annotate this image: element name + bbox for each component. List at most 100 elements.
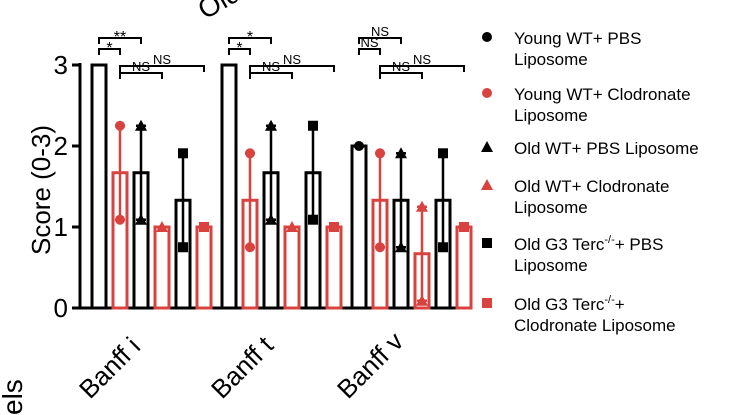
bar-group [455,222,473,310]
legend-label: Old G3 Terc-/-+ Clodronate Liposome [514,294,676,335]
data-point-marker [199,222,209,232]
bar-group [413,200,431,310]
legend-item: Old WT+ Clodronate Liposome [481,177,669,217]
x-axis-labels: Banff i Banff t Banff v [73,326,409,404]
x-tick-label: Banff v [331,326,409,404]
partial-side-label: els [0,379,28,415]
significance-bracket: * [228,40,251,57]
significance-bracket: * [98,40,121,57]
legend-suffix: + [615,295,625,314]
data-point-marker [375,148,385,159]
legend-item: Young WT+ PBS Liposome [482,29,641,69]
significance-bracket: ** [98,29,142,46]
data-point-marker [308,214,318,225]
bracket-line [358,37,402,44]
bar-group [371,148,389,310]
bar [350,144,368,310]
data-point-marker [115,214,125,225]
legend-line: Old WT+ Clodronate [514,177,669,196]
legend-line: Young WT+ PBS [514,29,641,48]
legend-suffix: + PBS [615,235,664,254]
data-point-marker [482,88,492,98]
data-point-marker [115,120,125,131]
bar [195,225,213,310]
significance-bracket: NS [379,52,465,72]
bar-group [325,222,343,310]
data-point-marker [482,298,492,308]
bracket-line [119,72,163,79]
data-point-marker [481,179,493,190]
legend-line: Old G3 Terc [514,235,605,254]
legend-label: Old WT+ PBS Liposome [514,139,699,158]
y-axis-label: Score (0-3) [26,125,56,255]
data-point-marker [135,213,147,225]
bracket-line [358,48,381,55]
bar-group [241,148,259,310]
legend-line: Liposome [514,50,588,69]
legend-line: Old WT+ PBS Liposome [514,139,699,158]
y-tick-label: 0 [54,293,68,323]
bar-group [283,221,301,310]
bar-group [195,222,213,310]
bracket-line [249,65,335,72]
data-point-marker [178,242,188,253]
significance-label: * [106,40,112,57]
bar-group [262,119,280,310]
legend-label: Old G3 Terc-/-+ PBS Liposome [514,234,663,275]
bar-group [90,63,108,310]
significance-label: NS [283,52,301,67]
bar-group [174,148,192,310]
bracket-line [249,72,293,79]
y-tick-label: 3 [54,50,68,80]
bar-group [111,120,129,310]
legend-item: Old WT+ PBS Liposome [481,139,699,158]
data-point-marker [178,148,188,159]
bar-group [220,63,238,310]
data-point-marker [354,141,364,151]
legend-line: Young WT+ Clodronate [514,85,691,104]
significance-bracket: NS [358,24,402,44]
significance-label: NS [153,52,171,67]
data-point-marker [308,120,318,131]
bracket-line [228,37,272,44]
legend-label: Young WT+ Clodronate Liposome [514,85,691,125]
y-tick-label: 2 [54,131,68,161]
bar [325,225,343,310]
significance-label: ** [114,29,126,46]
legend-label: Young WT+ PBS Liposome [514,29,641,69]
legend-line: Old G3 Terc [514,295,605,314]
data-point-marker [245,242,255,253]
data-point-marker [329,222,339,232]
partial-title: Old [193,0,246,25]
data-point-marker [416,200,428,212]
bracket-line [98,37,142,44]
data-point-marker [265,213,277,225]
bar [220,63,238,310]
bracket-line [379,72,423,79]
significance-bracket: * [228,29,272,46]
legend-label: Old WT+ Clodronate Liposome [514,177,669,217]
data-point-marker [482,238,492,248]
bracket-line [379,65,465,72]
data-point-marker [265,119,277,131]
data-point-marker [156,221,168,232]
data-point-marker [395,241,407,253]
data-point-marker [459,222,469,232]
legend-line: Liposome [514,106,588,125]
bar-group [132,119,150,310]
significance-label: * [247,29,253,46]
legend-superscript: -/- [604,294,615,306]
legend-line: Liposome [514,198,588,217]
x-tick-label: Banff i [73,331,146,404]
data-point-marker [416,294,428,306]
data-point-marker [395,147,407,159]
legend-line: Liposome [514,256,588,275]
bar [153,225,171,310]
legend-item: Old G3 Terc-/-+ Clodronate Liposome [482,294,676,335]
bar-group [350,141,368,310]
significance-bracket: NS [249,52,335,72]
legend-item: Old G3 Terc-/-+ PBS Liposome [482,234,663,275]
data-point-marker [481,141,493,152]
